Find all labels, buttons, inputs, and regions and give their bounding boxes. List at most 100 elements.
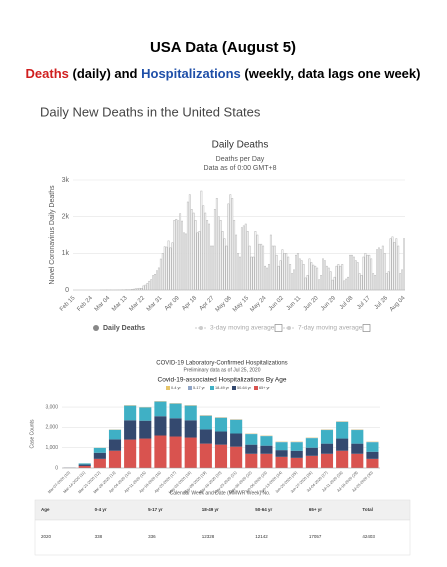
bar — [381, 245, 384, 291]
bar — [403, 238, 405, 291]
legend-marker — [199, 326, 203, 330]
y-tick-label: 2,000 — [45, 425, 58, 431]
bar — [329, 271, 332, 291]
bar-segment — [305, 455, 318, 468]
bar — [173, 220, 176, 291]
x-tick-label: Jul 08 — [339, 295, 355, 311]
bar — [366, 254, 369, 291]
bar — [177, 220, 180, 291]
legend-swatch — [166, 386, 170, 390]
bar-segment — [169, 403, 182, 419]
x-tick-label: Feb 24 — [76, 295, 94, 313]
table-cell: 17057 — [309, 534, 322, 539]
bar-segment — [275, 442, 288, 451]
x-tick-label: Mar 22 — [129, 295, 147, 313]
bar-segment — [169, 418, 182, 437]
chart-subtitle: Preliminary data as of Jul 25, 2020 — [184, 367, 261, 373]
legend-label: 0-4 yr — [171, 386, 181, 390]
bar-segment — [199, 443, 212, 468]
x-tick-label: May 06 — [215, 295, 234, 314]
bar-segment — [199, 429, 212, 444]
bar — [206, 220, 209, 291]
bar — [269, 234, 272, 291]
bar — [376, 249, 378, 291]
bar-segment — [184, 420, 197, 438]
bar — [196, 232, 199, 291]
bar — [345, 278, 348, 291]
bar — [349, 254, 351, 291]
legend-label: 3-day moving average — [210, 325, 275, 332]
bar-segment — [305, 438, 318, 448]
bar-segment — [93, 452, 106, 459]
bar — [184, 233, 187, 291]
legend-marker — [93, 325, 99, 331]
bar — [393, 242, 396, 291]
bar — [395, 238, 398, 291]
table-cell: 12328 — [202, 534, 215, 539]
legend-label: 65+ yr — [259, 386, 270, 390]
bar — [312, 264, 315, 291]
bar-segment — [230, 419, 243, 434]
bar-segment — [199, 415, 212, 430]
bar — [320, 275, 322, 291]
bar — [188, 194, 191, 291]
legend-checkbox[interactable] — [274, 324, 283, 332]
bar-segment — [290, 450, 303, 458]
bar — [337, 264, 340, 291]
bar — [374, 275, 377, 291]
bar-segment — [108, 439, 122, 451]
legend-swatch — [232, 386, 236, 390]
legend-checkbox[interactable] — [362, 324, 371, 332]
y-tick-label: 0 — [65, 287, 69, 294]
subtitle-part: Deaths — [26, 66, 69, 81]
bar-segment — [108, 450, 122, 468]
bar — [327, 267, 330, 291]
bar-segment — [275, 456, 288, 468]
section-title: Daily New Deaths in the United States — [40, 104, 261, 119]
bar-segment — [290, 442, 303, 451]
y-tick-label: 1,000 — [45, 445, 58, 451]
x-tick-label: Jun 20 — [303, 295, 320, 312]
bar — [239, 256, 241, 291]
table-cell: 12142 — [255, 534, 268, 539]
bar-segment — [108, 429, 122, 440]
legend-swatch — [188, 386, 192, 390]
bar-segment — [305, 447, 318, 456]
bar — [389, 238, 392, 291]
x-axis-label: Calendar Week and Date (MMWR Week) No. — [170, 490, 271, 496]
bar-segment — [230, 433, 243, 447]
bar — [258, 243, 261, 291]
bar — [368, 254, 371, 291]
legend-label: 18-49 yr — [215, 386, 230, 390]
bar-segment — [245, 444, 258, 454]
bar-segment — [214, 417, 228, 432]
bar — [364, 253, 367, 291]
y-tick-label: 3,000 — [45, 404, 58, 410]
bar — [379, 249, 382, 291]
bar-segment — [184, 437, 197, 468]
bar-segment — [154, 416, 167, 436]
bar — [217, 216, 220, 291]
bar — [256, 234, 259, 291]
y-axis-label: Novel Coronavirus Daily Deaths — [49, 185, 56, 285]
bar-segment — [320, 443, 334, 454]
bar — [150, 279, 153, 291]
bar — [171, 242, 174, 291]
bar — [383, 253, 386, 291]
x-tick-label: Mar 04 — [94, 295, 112, 313]
bar — [291, 273, 294, 291]
table-header-cell: Age — [41, 507, 50, 512]
bar — [358, 273, 361, 291]
bar — [208, 223, 211, 291]
table-header-cell: 65+ yr — [309, 507, 322, 512]
table-row-bg — [34, 519, 411, 556]
bar-segment — [260, 453, 273, 468]
bar — [167, 240, 170, 291]
legend-marker — [287, 326, 291, 330]
bar — [148, 280, 151, 291]
bar — [242, 225, 245, 291]
bar — [310, 262, 313, 291]
bar-segment — [124, 420, 137, 440]
bar — [350, 254, 353, 291]
